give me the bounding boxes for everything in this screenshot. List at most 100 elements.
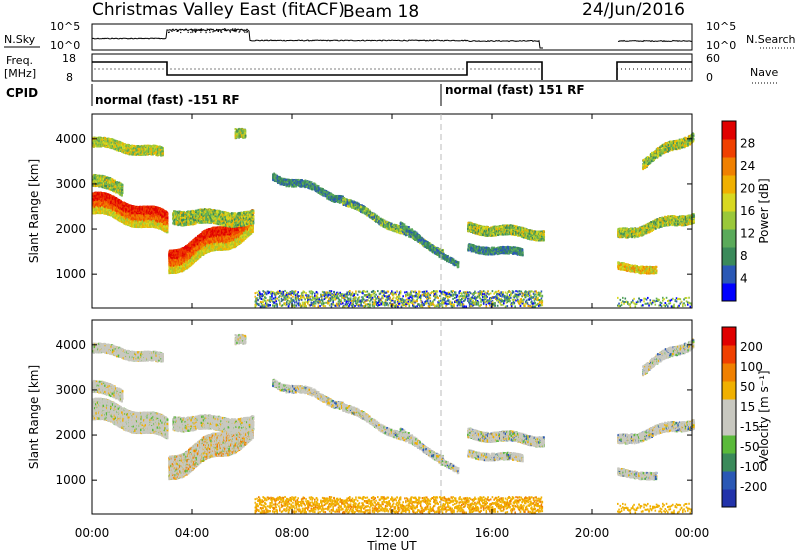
nsky-point (234, 28, 237, 30)
power-echo (106, 207, 108, 210)
nsky-point (200, 29, 202, 31)
freq-label: Freq. (6, 54, 33, 67)
power-echo (99, 197, 102, 201)
power-echo (95, 203, 98, 206)
power-echo (108, 203, 111, 206)
nsky-trace (91, 28, 693, 49)
nsky-point (205, 31, 207, 34)
power-echo (103, 201, 106, 205)
power-echo (104, 192, 107, 195)
power-echo (99, 203, 102, 207)
nsky-tick-bottom: 10^0 (50, 39, 80, 52)
power-echo (93, 211, 96, 214)
nave-tick-top: 60 (706, 52, 720, 65)
nsky-point (180, 31, 182, 34)
nsearch-tick-bottom: 10^0 (706, 39, 736, 52)
nsky-point (195, 30, 197, 33)
power-echo (107, 195, 110, 198)
nsky-point (200, 31, 202, 33)
power-echo (98, 207, 101, 210)
power-echo (104, 205, 106, 209)
power-echo (110, 201, 112, 205)
nsky-point (213, 30, 215, 32)
power-echo (93, 195, 96, 198)
nsky-point (190, 31, 192, 34)
power-echo (99, 211, 102, 215)
nsky-point (191, 29, 193, 32)
power-echo (105, 193, 108, 196)
nsky-point (179, 28, 181, 30)
power-echo (105, 203, 108, 206)
power-echo (92, 211, 95, 214)
nsky-point (233, 29, 235, 32)
nsky-panel-frame (91, 23, 693, 51)
nsky-point (167, 31, 170, 34)
nsky-point (224, 28, 227, 31)
power-echo (108, 199, 111, 203)
power-echo (99, 206, 102, 209)
nsky-point (190, 28, 192, 30)
power-echo (101, 206, 103, 209)
nave-label: Nave (750, 66, 778, 79)
power-echo (95, 205, 98, 209)
nsky-point (200, 29, 202, 31)
nsky-tick-top: 10^5 (50, 20, 80, 33)
power-echo (105, 197, 108, 200)
beam-label: Beam 18 (343, 2, 419, 22)
nsky-point (196, 28, 198, 31)
power-echo (110, 204, 113, 207)
power-echo (93, 201, 96, 204)
power-echo (102, 198, 105, 201)
nsky-point (229, 30, 231, 33)
power-echo (95, 197, 97, 200)
freq-tick-top: 18 (62, 52, 76, 65)
nsky-point (185, 29, 187, 31)
power-echo (92, 202, 94, 205)
power-echo (98, 197, 101, 200)
nsky-point (238, 31, 240, 33)
nsky-point (246, 31, 249, 33)
freq-tick-bottom: 8 (66, 71, 73, 84)
nsky-point (200, 28, 202, 30)
power-echo (98, 199, 101, 203)
nsky-label: N.Sky (4, 33, 36, 46)
nsky-point (194, 30, 196, 33)
power-echo (101, 199, 104, 202)
nsky-point (235, 29, 238, 31)
power-echo (107, 209, 110, 212)
power-echo (104, 210, 107, 213)
power-echo (101, 196, 104, 199)
nsky-point (192, 31, 194, 33)
nsky-point (246, 31, 248, 33)
cpid-label: CPID (6, 86, 38, 100)
nsky-point (217, 30, 220, 33)
nsky-point (198, 29, 200, 31)
radar-title: Christmas Valley East (fitACF) (92, 0, 345, 20)
nsky-point (244, 31, 246, 33)
nave-tick-bottom: 0 (706, 71, 713, 84)
nsky-point (240, 29, 242, 31)
power-echo (105, 206, 108, 209)
power-echo (93, 199, 96, 202)
freq-panel-frame (91, 53, 693, 82)
cpid-segment-1: normal (fast) -151 RF (95, 93, 240, 107)
power-echo (95, 204, 97, 207)
nsky-point (243, 30, 245, 32)
power-echo (95, 208, 98, 211)
power-echo (110, 210, 113, 214)
nsky-point (220, 29, 222, 32)
power-echo (92, 198, 95, 201)
power-echo (95, 192, 98, 195)
power-echo (107, 203, 110, 206)
power-echo (102, 204, 105, 207)
power-echo (108, 197, 111, 200)
power-echo (108, 194, 111, 197)
freq-line (92, 61, 543, 80)
cpid-segment-2: normal (fast) 151 RF (445, 83, 585, 97)
nsky-point (177, 30, 179, 32)
power-echo (101, 195, 104, 198)
nsearch-label: N.Search (746, 33, 796, 46)
power-echo (99, 205, 102, 208)
nsky-point (215, 28, 218, 31)
power-echo (123, 205, 126, 208)
